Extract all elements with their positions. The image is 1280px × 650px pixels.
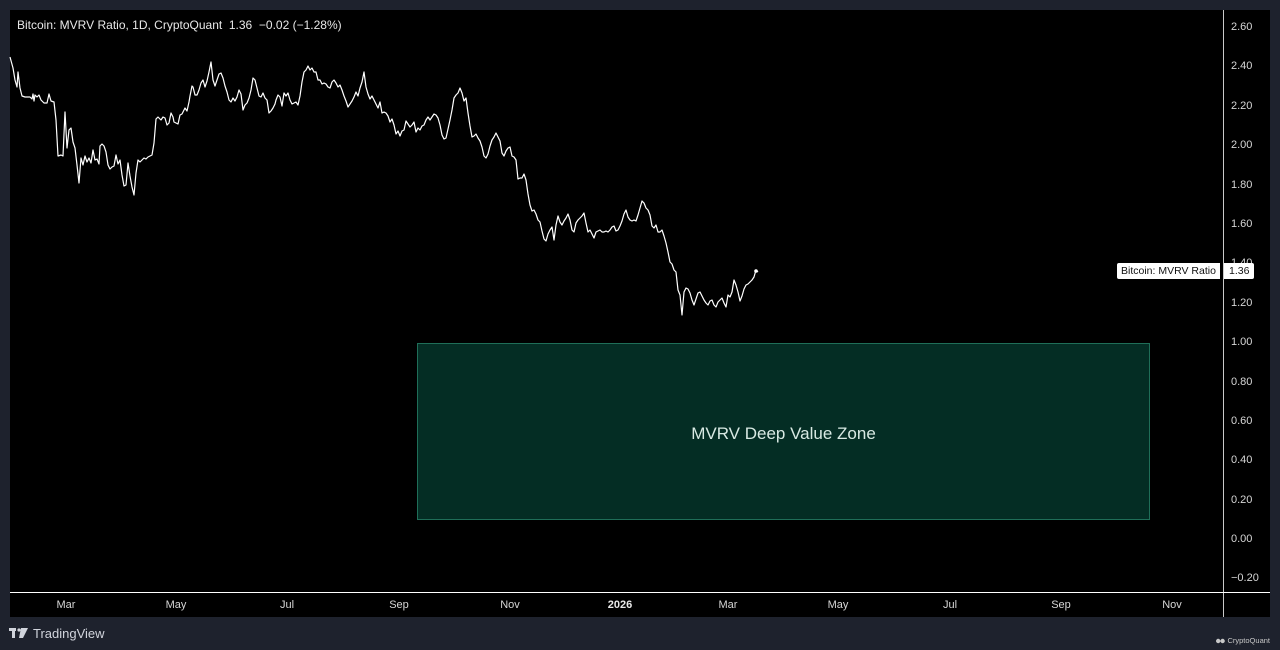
x-tick-year: 2026 — [607, 599, 633, 611]
chart-legend: Bitcoin: MVRV Ratio, 1D, CryptoQuant 1.3… — [17, 18, 342, 32]
mvrv-line — [9, 56, 759, 316]
y-tick: 0.60 — [1231, 415, 1253, 427]
tradingview-icon — [9, 628, 28, 638]
y-tick: 0.20 — [1231, 494, 1253, 506]
x-tick: Sep — [1051, 599, 1071, 611]
y-tick: 2.60 — [1231, 21, 1253, 33]
y-tick: 2.20 — [1231, 100, 1253, 112]
y-tick: 1.20 — [1231, 297, 1253, 309]
y-tick: 2.00 — [1231, 139, 1253, 151]
x-tick: Nov — [1162, 599, 1182, 611]
y-tick: 0.80 — [1231, 376, 1253, 388]
tradingview-wordmark: TradingView — [33, 626, 105, 641]
y-tick: 0.00 — [1231, 533, 1253, 545]
x-tick: Jul — [942, 599, 958, 611]
y-tick: 0.40 — [1231, 454, 1253, 466]
y-tick: 1.60 — [1231, 218, 1253, 230]
y-tick: 2.40 — [1231, 60, 1253, 72]
deep-value-zone-label: MVRV Deep Value Zone — [691, 424, 876, 443]
x-tick: Nov — [500, 599, 520, 611]
y-tick: 1.80 — [1231, 179, 1253, 191]
x-tick: Mar — [56, 599, 76, 611]
x-tick: May — [827, 599, 849, 611]
x-tick: Sep — [389, 599, 409, 611]
last-point-marker — [754, 269, 758, 273]
tradingview-logo[interactable]: TradingView — [9, 626, 105, 641]
legend-change: −0.02 (−1.28%) — [258, 18, 342, 32]
x-tick: Mar — [718, 599, 738, 611]
legend-value: 1.36 — [228, 18, 253, 32]
last-value-badge: 1.36 — [1224, 263, 1255, 279]
series-name-label: Bitcoin: MVRV Ratio — [1117, 263, 1220, 279]
cryptoquant-logo: CryptoQuant — [1216, 636, 1270, 645]
legend-title: Bitcoin: MVRV Ratio, 1D, CryptoQuant — [17, 18, 223, 32]
x-tick: Jul — [279, 599, 295, 611]
cryptoquant-wordmark: CryptoQuant — [1227, 636, 1270, 645]
y-tick: −0.20 — [1231, 572, 1259, 584]
y-tick: 1.00 — [1231, 336, 1253, 348]
x-tick: May — [165, 599, 187, 611]
deep-value-zone-rectangle[interactable]: MVRV Deep Value Zone — [417, 343, 1150, 520]
cryptoquant-icon — [1216, 638, 1226, 643]
